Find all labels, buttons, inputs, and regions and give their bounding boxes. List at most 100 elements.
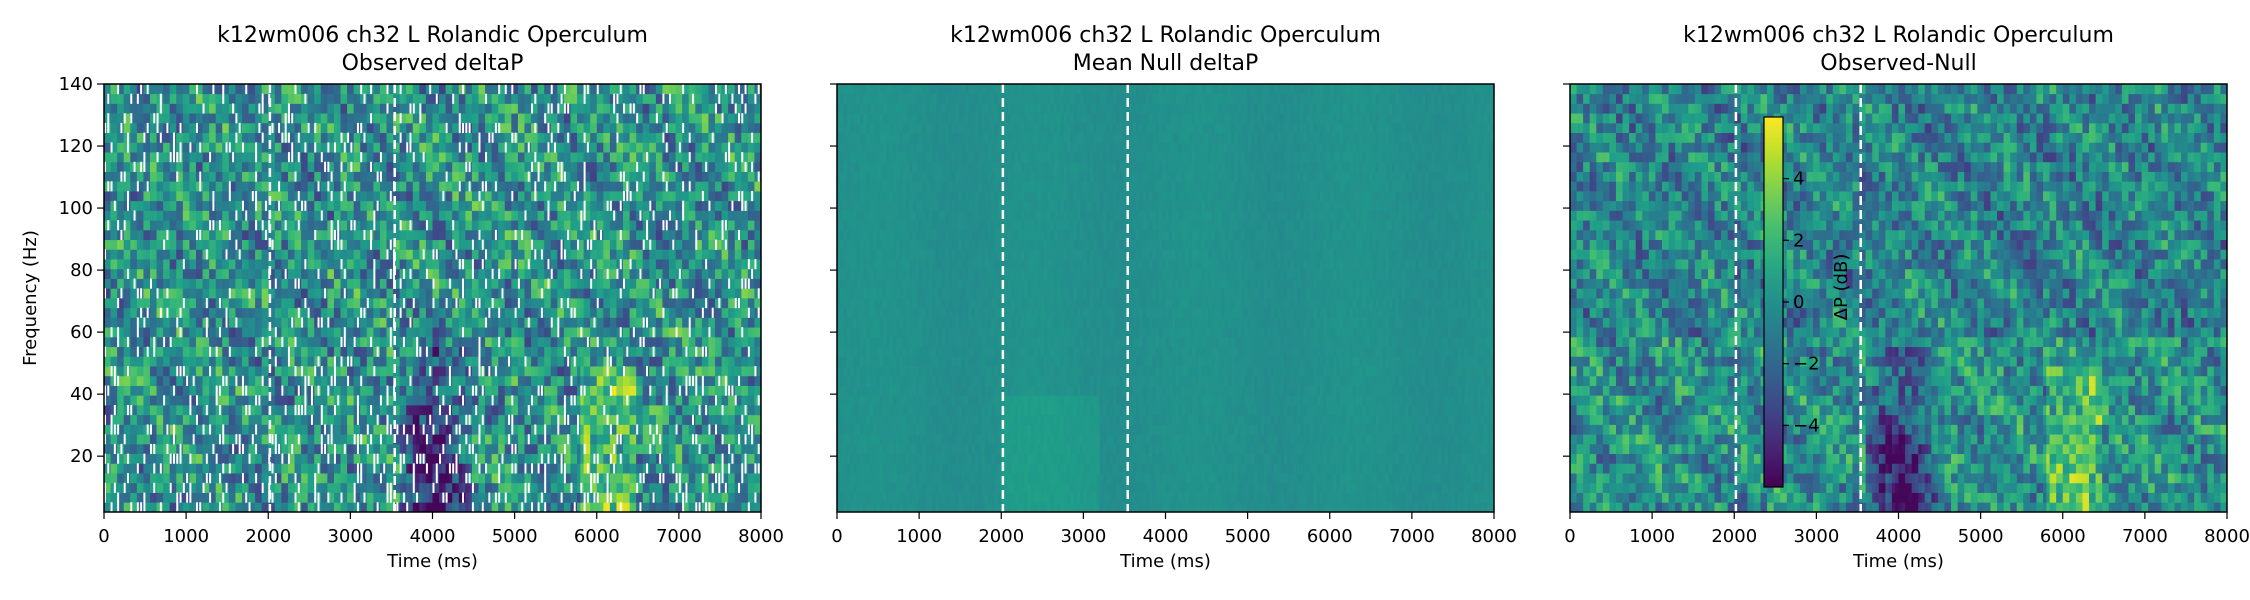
heatmap-cell (429, 405, 433, 416)
heatmap-cell (255, 249, 259, 260)
heatmap-cell (215, 414, 220, 425)
heatmap-cell (179, 220, 184, 231)
heatmap-cell (376, 327, 381, 338)
heatmap-cell (120, 405, 125, 416)
heatmap-cell (429, 152, 433, 163)
heatmap-cell (235, 346, 240, 357)
heatmap-cell (294, 502, 299, 512)
heatmap-cell (347, 443, 351, 455)
heatmap-cell (107, 327, 111, 338)
heatmap-cell (248, 317, 253, 328)
heatmap-cell (471, 161, 476, 172)
heatmap-cell (406, 443, 410, 455)
heatmap-cell (435, 375, 440, 386)
heatmap-cell (406, 356, 410, 367)
heatmap-cell (347, 152, 351, 163)
heatmap-cell (195, 278, 200, 289)
heatmap-cell (468, 492, 473, 503)
heatmap-cell (327, 307, 332, 318)
heatmap-cell (258, 317, 263, 328)
heatmap-cell (360, 356, 364, 367)
heatmap-cell (163, 200, 167, 211)
heatmap-cell (406, 191, 410, 202)
heatmap-cell (416, 220, 420, 231)
heatmap-cell (222, 103, 226, 114)
heatmap-cell (317, 152, 322, 163)
heatmap-cell (448, 288, 453, 299)
heatmap-cell (255, 453, 259, 464)
heatmap-cell (136, 395, 141, 406)
heatmap-cell (133, 327, 138, 338)
heatmap-cell (429, 385, 433, 396)
heatmap-cell (340, 84, 345, 95)
heatmap-cell (383, 181, 387, 192)
heatmap-cell (462, 336, 466, 348)
heatmap-cell (389, 385, 394, 396)
heatmap-cell (304, 103, 309, 114)
heatmap-cell (370, 366, 374, 377)
heatmap-cell (363, 103, 368, 114)
heatmap-cell (317, 405, 322, 416)
heatmap-cell (235, 191, 240, 202)
heatmap-cell (107, 375, 111, 386)
heatmap-cell (412, 346, 417, 357)
heatmap-cell (251, 473, 256, 484)
heatmap-cell (291, 103, 295, 114)
heatmap-cell (455, 482, 460, 493)
heatmap-cell (386, 356, 391, 367)
heatmap-cell (448, 171, 453, 182)
heatmap-cell (399, 259, 404, 270)
heatmap-cell (393, 482, 397, 493)
heatmap-cell (383, 298, 387, 309)
heatmap-cell (435, 278, 440, 289)
heatmap-cell (366, 229, 371, 241)
heatmap-cell (416, 191, 420, 202)
heatmap-cell (127, 122, 131, 134)
heatmap-cell (465, 453, 470, 464)
heatmap-cell (149, 473, 154, 484)
heatmap-cell (376, 210, 381, 221)
heatmap-cell (360, 191, 364, 202)
heatmap-cell (445, 249, 450, 260)
heatmap-cell (445, 161, 450, 172)
heatmap-cell (291, 366, 295, 377)
heatmap-cell (143, 336, 148, 348)
heatmap-cell (379, 492, 384, 503)
heatmap-cell (465, 210, 470, 221)
heatmap-cell (133, 424, 138, 435)
heatmap-cell (189, 181, 194, 192)
heatmap-cell (107, 152, 111, 163)
heatmap-cell (251, 366, 256, 377)
heatmap-cell (271, 395, 276, 406)
heatmap-cell (399, 210, 404, 221)
heatmap-cell (353, 278, 358, 289)
heatmap-cell (235, 93, 240, 104)
heatmap-cell (301, 414, 305, 425)
heatmap-cell (425, 161, 430, 172)
heatmap-cell (452, 473, 456, 484)
heatmap-cell (287, 191, 292, 202)
heatmap-cell (343, 298, 348, 309)
heatmap-cell (373, 132, 378, 143)
heatmap-cell (264, 288, 269, 299)
heatmap-cell (347, 473, 351, 484)
heatmap-cell (340, 346, 345, 357)
heatmap-cell (117, 122, 121, 134)
heatmap-cell (327, 84, 332, 95)
heatmap-cell (199, 375, 203, 386)
heatmap-cell (416, 113, 420, 124)
heatmap-cell (452, 249, 456, 260)
heatmap-cell (386, 443, 391, 455)
heatmap-cell (458, 356, 463, 367)
heatmap-cell (186, 327, 190, 338)
heatmap-cell (343, 463, 348, 474)
heatmap-cell (455, 259, 460, 270)
heatmap-cell (133, 453, 138, 464)
heatmap-cell (127, 414, 131, 425)
heatmap-cell (113, 113, 118, 124)
heatmap-cell (462, 307, 466, 318)
heatmap-cell (284, 239, 289, 250)
heatmap-cell (360, 103, 364, 114)
heatmap-cell (209, 181, 213, 192)
heatmap-cell (225, 268, 230, 279)
